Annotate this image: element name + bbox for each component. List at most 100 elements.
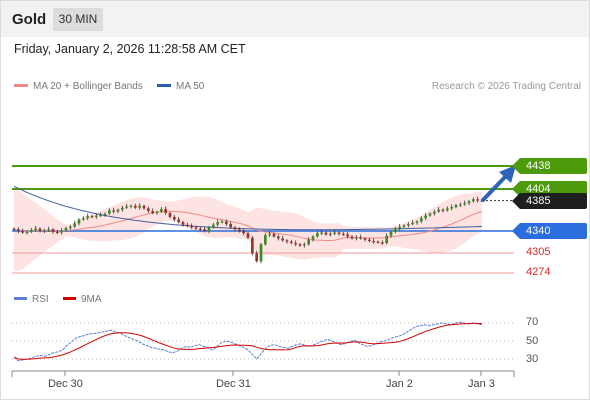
candle-body bbox=[411, 222, 415, 225]
asset-title: Gold bbox=[12, 11, 47, 28]
candle-body bbox=[393, 228, 397, 232]
candle-body bbox=[168, 212, 172, 217]
rsi-tick-50: 50 bbox=[526, 335, 539, 347]
candle-body bbox=[471, 199, 475, 202]
candle-body bbox=[86, 216, 90, 219]
candle-body bbox=[51, 229, 55, 232]
candle-body bbox=[380, 242, 384, 244]
rsi-line bbox=[13, 321, 483, 362]
candle-body bbox=[281, 238, 285, 241]
candle-body bbox=[172, 216, 176, 220]
candle-body bbox=[216, 222, 220, 225]
candle-body bbox=[242, 231, 246, 234]
candle-body bbox=[367, 239, 371, 242]
candle-body bbox=[255, 253, 259, 262]
candlesticks bbox=[12, 196, 484, 264]
candle-body bbox=[16, 229, 20, 232]
timestamp: Friday, January 2, 2026 11:28:58 AM CET bbox=[14, 42, 246, 56]
candle-body bbox=[307, 239, 311, 245]
ma50-swatch bbox=[157, 83, 171, 87]
candle-body bbox=[463, 203, 467, 205]
candle-body bbox=[68, 226, 72, 228]
credit-text: Research © 2026 Trading Central bbox=[431, 81, 581, 92]
candle-body bbox=[116, 209, 120, 212]
candle-body bbox=[372, 241, 376, 243]
candle-body bbox=[181, 222, 185, 225]
resistance-2-label: 4438 bbox=[512, 158, 587, 174]
candle-body bbox=[47, 229, 51, 231]
rsi-panel bbox=[11, 321, 515, 377]
candle-body bbox=[12, 228, 16, 230]
x-tick-jan2: Jan 2 bbox=[386, 378, 413, 390]
candle-body bbox=[350, 236, 354, 239]
candle-body bbox=[363, 238, 367, 240]
candle-body bbox=[155, 211, 159, 213]
candle-body bbox=[415, 221, 419, 223]
candle-body bbox=[198, 228, 202, 230]
rsi-swatch bbox=[14, 296, 27, 300]
candle-body bbox=[250, 237, 254, 254]
candle-body bbox=[354, 237, 358, 239]
candle-body bbox=[437, 209, 441, 212]
candle-body bbox=[341, 233, 345, 236]
candle-body bbox=[159, 209, 163, 212]
candle-body bbox=[29, 229, 33, 232]
candle-body bbox=[302, 244, 306, 246]
candle-body bbox=[129, 205, 133, 207]
candle-body bbox=[77, 219, 81, 224]
candle-body bbox=[320, 232, 324, 234]
candle-body bbox=[294, 242, 298, 245]
arrow-shaft bbox=[481, 174, 508, 202]
candle-body bbox=[359, 237, 363, 239]
candle-body bbox=[376, 241, 380, 243]
candle-body bbox=[289, 241, 293, 243]
candle-body bbox=[337, 232, 341, 234]
candle-body bbox=[432, 211, 436, 214]
rsi-tick-30: 30 bbox=[526, 353, 539, 365]
rsi-ma-swatch bbox=[63, 296, 76, 300]
pivot-label: 4340 bbox=[512, 223, 587, 239]
arrow-head bbox=[499, 165, 516, 183]
candle-body bbox=[38, 228, 42, 232]
candle-body bbox=[99, 214, 103, 217]
candle-body bbox=[328, 233, 332, 236]
candle-body bbox=[224, 221, 228, 225]
candle-body bbox=[73, 223, 77, 227]
candle-body bbox=[146, 208, 150, 212]
legend-ma20-bollinger: MA 20 + Bollinger Bands bbox=[14, 81, 143, 92]
candle-body bbox=[60, 230, 64, 233]
candle-body bbox=[467, 201, 471, 204]
forecast-arrow bbox=[481, 165, 516, 202]
header-bar: Gold 30 MIN bbox=[1, 1, 589, 37]
ma50-line bbox=[13, 185, 483, 231]
candle-body bbox=[25, 231, 29, 234]
rsi-ma-line bbox=[13, 322, 483, 360]
candle-body bbox=[133, 205, 137, 208]
support-1-label: 4305 bbox=[526, 246, 551, 258]
candle-body bbox=[385, 235, 389, 243]
candle-body bbox=[268, 233, 272, 236]
candle-body bbox=[203, 229, 207, 232]
candle-body bbox=[237, 229, 241, 232]
candle-body bbox=[389, 231, 393, 236]
candle-body bbox=[229, 224, 233, 228]
x-tick-jan3: Jan 3 bbox=[468, 378, 495, 390]
candle-body bbox=[333, 232, 337, 234]
candle-body bbox=[424, 215, 428, 219]
candle-body bbox=[398, 226, 402, 229]
interval-button[interactable]: 30 MIN bbox=[53, 8, 103, 31]
candle-body bbox=[55, 231, 59, 234]
support-2-label: 4274 bbox=[526, 266, 551, 278]
candle-body bbox=[324, 232, 328, 235]
legend-ma50-label: MA 50 bbox=[176, 81, 205, 92]
candle-body bbox=[263, 235, 267, 245]
rsi-legend-label: RSI bbox=[32, 294, 49, 305]
legend-ma50: MA 50 bbox=[157, 81, 204, 92]
candle-body bbox=[112, 210, 116, 212]
candle-body bbox=[103, 213, 107, 215]
candle-body bbox=[120, 207, 124, 210]
rsi-ma-legend: 9MA bbox=[63, 294, 102, 305]
x-tick-dec30: Dec 30 bbox=[48, 378, 83, 390]
